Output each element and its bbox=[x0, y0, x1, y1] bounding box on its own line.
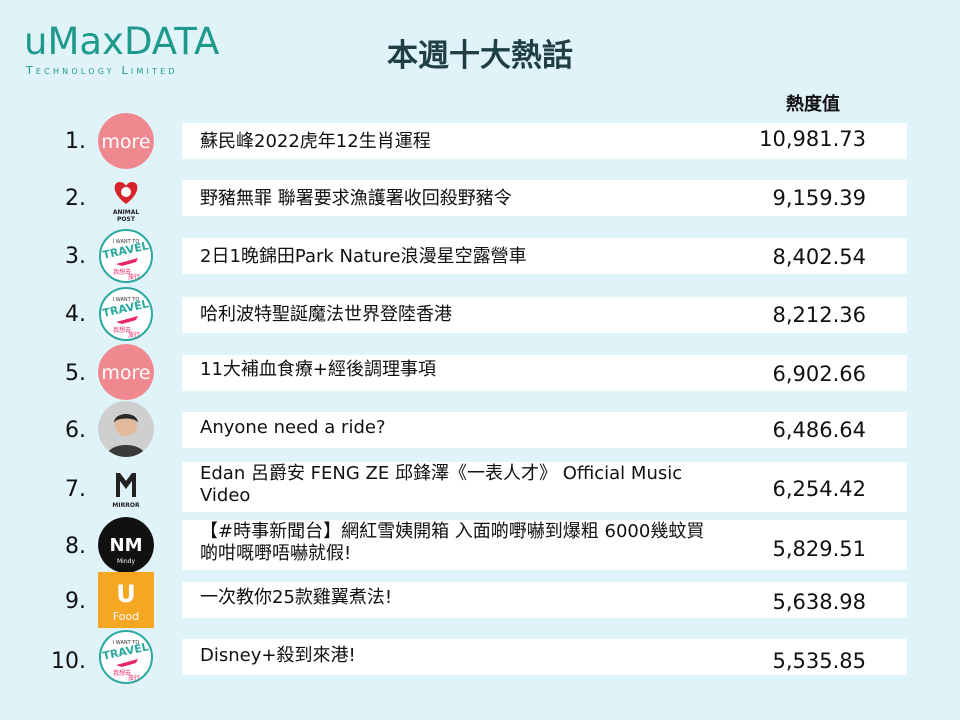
nm-logo-icon: NM Mindy bbox=[98, 517, 154, 573]
svg-text:NM: NM bbox=[110, 535, 143, 556]
svg-text:MIRROR: MIRROR bbox=[112, 502, 140, 509]
umaxdata-logo: uMaxDATA Technology Limited bbox=[24, 22, 234, 82]
ranking-row[interactable]: 3. I WANT TO TRAVEL 我想去 旅行 2日1晚錦田Park Nature浪… bbox=[0, 228, 960, 284]
heat-score: 6,486.64 bbox=[772, 418, 866, 442]
svg-text:more: more bbox=[101, 362, 150, 384]
travel-logo-icon: I WANT TO TRAVEL 我想去 旅行 bbox=[98, 228, 154, 284]
svg-text:我想去: 我想去 bbox=[113, 669, 131, 677]
topic-title[interactable]: Anyone need a ride? bbox=[200, 417, 386, 438]
heat-score: 5,638.98 bbox=[772, 590, 866, 614]
row-bar bbox=[182, 462, 907, 512]
ranking-row[interactable]: 1. more 蘇民峰2022虎年12生肖運程 10,981.73 bbox=[0, 113, 960, 169]
heat-score: 8,212.36 bbox=[772, 303, 866, 327]
row-bar bbox=[182, 520, 907, 570]
ranking-row[interactable]: 7. MIRROR Edan 呂爵安 FENG ZE 邱鋒澤《一表人才》 Offic… bbox=[0, 459, 960, 515]
svg-text:more: more bbox=[101, 131, 150, 153]
svg-text:I WANT TO: I WANT TO bbox=[113, 640, 140, 646]
mirror-logo-icon: MIRROR bbox=[98, 459, 154, 515]
rank-number: 4. bbox=[65, 302, 86, 327]
topic-title[interactable]: 11大補血食療+經後調理事項 bbox=[200, 359, 436, 380]
rank-number: 10. bbox=[51, 649, 86, 674]
rank-number: 3. bbox=[65, 244, 86, 269]
topic-title[interactable]: 一次教你25款雞翼煮法! bbox=[200, 587, 393, 608]
rank-number: 7. bbox=[65, 477, 86, 502]
ranking-row[interactable]: 6. Anyone need a ride? 6,486.64 bbox=[0, 401, 960, 457]
ranking-row[interactable]: 4. I WANT TO TRAVEL 我想去 旅行 哈利波特聖誕魔法世界登陸香港 8,21… bbox=[0, 286, 960, 342]
logo-tagline: Technology Limited bbox=[26, 64, 178, 77]
row-bar bbox=[182, 639, 907, 675]
svg-text:Food: Food bbox=[113, 610, 139, 623]
topic-title[interactable]: Disney+殺到來港! bbox=[200, 645, 356, 666]
heat-score: 6,254.42 bbox=[772, 477, 866, 501]
svg-text:旅行: 旅行 bbox=[128, 331, 140, 339]
svg-text:Mindy: Mindy bbox=[117, 558, 135, 565]
svg-text:I WANT TO: I WANT TO bbox=[113, 297, 140, 303]
svg-text:旅行: 旅行 bbox=[128, 273, 140, 281]
row-bar bbox=[182, 297, 907, 333]
row-bar bbox=[182, 355, 907, 391]
animal-post-logo-icon: ANIMAL POST bbox=[98, 170, 154, 226]
svg-text:U: U bbox=[116, 580, 136, 608]
u-food-logo-icon: U Food bbox=[98, 572, 154, 628]
ranking-row[interactable]: 5. more 11大補血食療+經後調理事項 6,902.66 bbox=[0, 344, 960, 400]
svg-text:POST: POST bbox=[117, 216, 136, 223]
heat-score: 9,159.39 bbox=[772, 186, 866, 210]
person-avatar-icon bbox=[98, 401, 154, 457]
topic-title[interactable]: 2日1晚錦田Park Nature浪漫星空露營車 bbox=[200, 246, 527, 267]
heat-score: 6,902.66 bbox=[772, 362, 866, 386]
score-column-header: 熱度值 bbox=[786, 94, 840, 115]
row-bar bbox=[182, 238, 907, 274]
ranking-row[interactable]: 8. NM Mindy 【#時事新聞台】網紅雪姨開箱 入面啲嘢嚇到爆粗 6000幾蚊買… bbox=[0, 517, 960, 573]
topic-title[interactable]: 【#時事新聞台】網紅雪姨開箱 入面啲嘢嚇到爆粗 6000幾蚊買啲咁嘅嘢唔嚇就假! bbox=[200, 521, 705, 564]
page-title: 本週十大熱話 bbox=[387, 38, 573, 74]
ranking-row[interactable]: 10. I WANT TO TRAVEL 我想去 旅行 Disney+殺到來港! 5,535… bbox=[0, 629, 960, 685]
travel-logo-icon: I WANT TO TRAVEL 我想去 旅行 bbox=[98, 286, 154, 342]
heat-score: 5,535.85 bbox=[772, 649, 866, 673]
topic-title[interactable]: 哈利波特聖誕魔法世界登陸香港 bbox=[200, 304, 452, 325]
svg-text:我想去: 我想去 bbox=[113, 268, 131, 276]
more-logo-icon: more bbox=[98, 344, 154, 400]
logo-wordmark: uMaxDATA bbox=[24, 20, 220, 63]
rank-number: 1. bbox=[65, 129, 86, 154]
travel-logo-icon: I WANT TO TRAVEL 我想去 旅行 bbox=[98, 629, 154, 685]
topic-title[interactable]: 野豬無罪 聯署要求漁護署收回殺野豬令 bbox=[200, 188, 512, 209]
rank-number: 8. bbox=[65, 534, 86, 559]
svg-text:ANIMAL: ANIMAL bbox=[113, 209, 140, 216]
ranking-row[interactable]: 9. U Food 一次教你25款雞翼煮法! 5,638.98 bbox=[0, 572, 960, 628]
topic-title[interactable]: 蘇民峰2022虎年12生肖運程 bbox=[200, 131, 431, 152]
svg-text:旅行: 旅行 bbox=[128, 674, 140, 682]
svg-text:I WANT TO: I WANT TO bbox=[113, 239, 140, 245]
rank-number: 6. bbox=[65, 418, 86, 443]
rank-number: 2. bbox=[65, 186, 86, 211]
row-bar bbox=[182, 582, 907, 618]
svg-text:我想去: 我想去 bbox=[113, 326, 131, 334]
row-bar bbox=[182, 180, 907, 216]
heat-score: 5,829.51 bbox=[772, 537, 866, 561]
heat-score: 10,981.73 bbox=[759, 127, 866, 151]
rank-number: 9. bbox=[65, 589, 86, 614]
row-bar bbox=[182, 123, 907, 159]
ranking-row[interactable]: 2. ANIMAL POST 野豬無罪 聯署要求漁護署收回殺野豬令 9,159.39 bbox=[0, 170, 960, 226]
rank-number: 5. bbox=[65, 361, 86, 386]
topic-title[interactable]: Edan 呂爵安 FENG ZE 邱鋒澤《一表人才》 Official Musi… bbox=[200, 463, 683, 506]
more-logo-icon: more bbox=[98, 113, 154, 169]
row-bar bbox=[182, 412, 907, 448]
heat-score: 8,402.54 bbox=[772, 245, 866, 269]
